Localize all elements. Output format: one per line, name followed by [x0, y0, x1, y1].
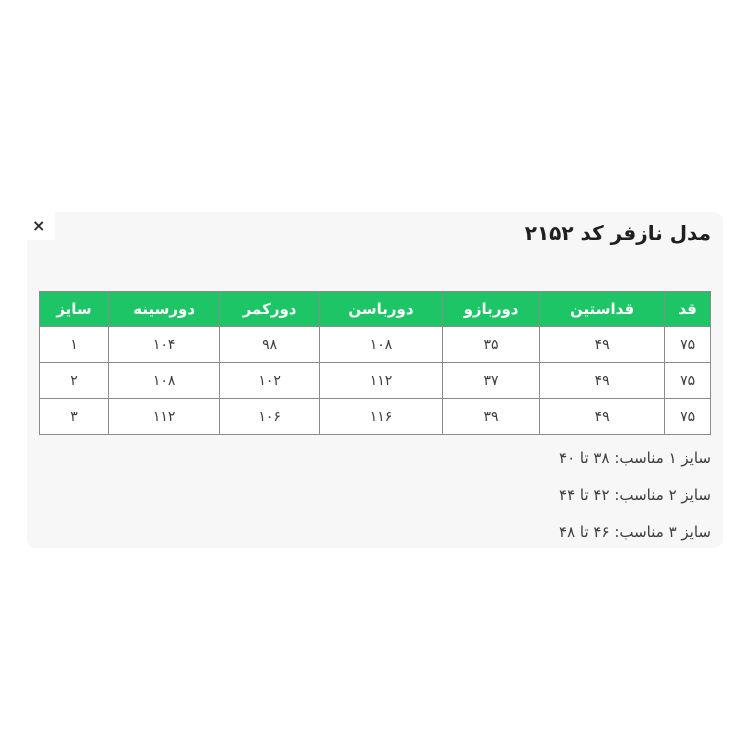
- table-cell: ۱: [39, 326, 109, 363]
- table-cell: ۷۵: [664, 398, 711, 435]
- table-cell: ۱۱۶: [318, 398, 444, 435]
- column-header: دوربازو: [442, 291, 540, 327]
- table-cell: ۷۵: [664, 362, 711, 399]
- size-notes: سایز ۱ مناسب: ۳۸ تا ۴۰ سایز ۲ مناسب: ۴۲ ت…: [39, 440, 711, 551]
- column-header: قداستین: [538, 291, 666, 327]
- table-cell: ۳۵: [442, 326, 540, 363]
- table-cell: ۱۰۴: [107, 326, 221, 363]
- table-cell: ۱۰۶: [219, 398, 320, 435]
- table-cell: ۳: [39, 398, 109, 435]
- size-note: سایز ۲ مناسب: ۴۲ تا ۴۴: [559, 486, 711, 504]
- table-row: ۷۵ ۴۹ ۳۷ ۱۱۲ ۱۰۲ ۱۰۸ ۲: [39, 362, 711, 399]
- table-cell: ۹۸: [219, 326, 320, 363]
- size-note: سایز ۳ مناسب: ۴۶ تا ۴۸: [559, 523, 711, 541]
- table-cell: ۱۱۲: [318, 362, 444, 399]
- table-cell: ۴۹: [538, 326, 666, 363]
- close-icon: ×: [32, 216, 46, 235]
- size-table-header-row: قد قداستین دوربازو دورباسن دورکمر دورسینه سایز: [39, 291, 711, 327]
- table-cell: ۱۰۸: [107, 362, 221, 399]
- modal-title: مدل نازفر کد ۲۱۵۲: [524, 221, 711, 245]
- table-cell: ۴۹: [538, 398, 666, 435]
- table-row: ۷۵ ۴۹ ۳۵ ۱۰۸ ۹۸ ۱۰۴ ۱: [39, 326, 711, 363]
- table-cell: ۱۰۸: [318, 326, 444, 363]
- size-note: سایز ۱ مناسب: ۳۸ تا ۴۰: [559, 449, 711, 467]
- size-table-body: ۷۵ ۴۹ ۳۵ ۱۰۸ ۹۸ ۱۰۴ ۱ ۷۵ ۴۹ ۳۷ ۱۱۲ ۱۰۲ ۱۰۸ ۲ ۷۵ ۴۹ ۳۹ ۱۱۶…: [39, 326, 711, 435]
- table-cell: ۱۰۲: [219, 362, 320, 399]
- column-header: قد: [664, 291, 711, 327]
- size-table: قد قداستین دوربازو دورباسن دورکمر دورسینه سایز…: [39, 291, 711, 435]
- table-cell: ۴۹: [538, 362, 666, 399]
- column-header: دورسینه: [107, 291, 221, 327]
- close-button[interactable]: ×: [27, 212, 55, 240]
- table-row: ۷۵ ۴۹ ۳۹ ۱۱۶ ۱۰۶ ۱۱۲ ۳: [39, 398, 711, 435]
- table-cell: ۲: [39, 362, 109, 399]
- size-guide-modal: × مدل نازفر کد ۲۱۵۲ قد قداستین دوربازو دورب…: [27, 212, 723, 548]
- column-header: دورکمر: [219, 291, 320, 327]
- column-header: سایز: [39, 291, 109, 327]
- table-cell: ۱۱۲: [107, 398, 221, 435]
- table-cell: ۷۵: [664, 326, 711, 363]
- table-cell: ۳۷: [442, 362, 540, 399]
- table-cell: ۳۹: [442, 398, 540, 435]
- column-header: دورباسن: [318, 291, 444, 327]
